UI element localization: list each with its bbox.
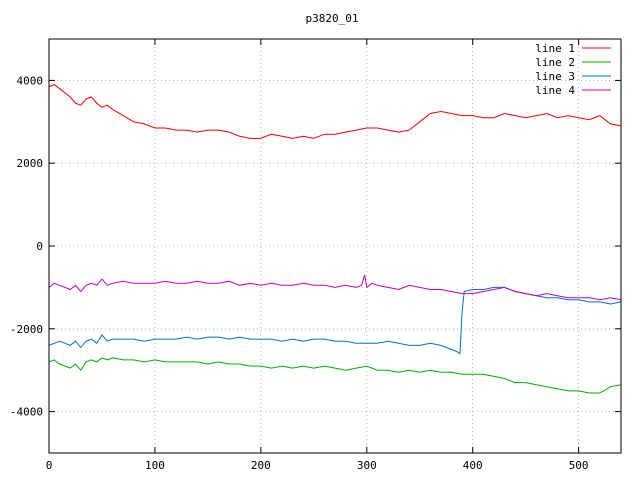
series-layer: [48, 83, 622, 394]
series-line-4: [48, 274, 622, 301]
series-line-1: [48, 83, 622, 139]
y-tick-label: 0: [36, 240, 43, 253]
axes-ticks: 0 100 200 300 400 500 -4000 -2000 0 2000 4000: [10, 39, 621, 472]
y-tick-label: -2000: [10, 323, 43, 336]
x-tick-label: 500: [569, 459, 589, 472]
grid: [48, 39, 621, 453]
chart-title: p3820_01: [306, 12, 359, 25]
x-tick-label: 0: [46, 459, 53, 472]
y-tick-label: 2000: [17, 157, 44, 170]
x-tick-label: 100: [145, 459, 165, 472]
legend-label-2: line 2: [535, 56, 575, 69]
x-tick-label: 300: [357, 459, 377, 472]
series-line-2: [48, 357, 622, 394]
x-tick-label: 400: [463, 459, 483, 472]
x-tick-label: 200: [251, 459, 271, 472]
legend-label-1: line 1: [535, 42, 575, 55]
legend-label-3: line 3: [535, 70, 575, 83]
y-tick-label: 4000: [17, 74, 44, 87]
y-tick-label: -4000: [10, 406, 43, 419]
series-line-3: [48, 286, 622, 355]
legend-label-4: line 4: [535, 84, 575, 97]
plot-frame: [48, 38, 622, 454]
